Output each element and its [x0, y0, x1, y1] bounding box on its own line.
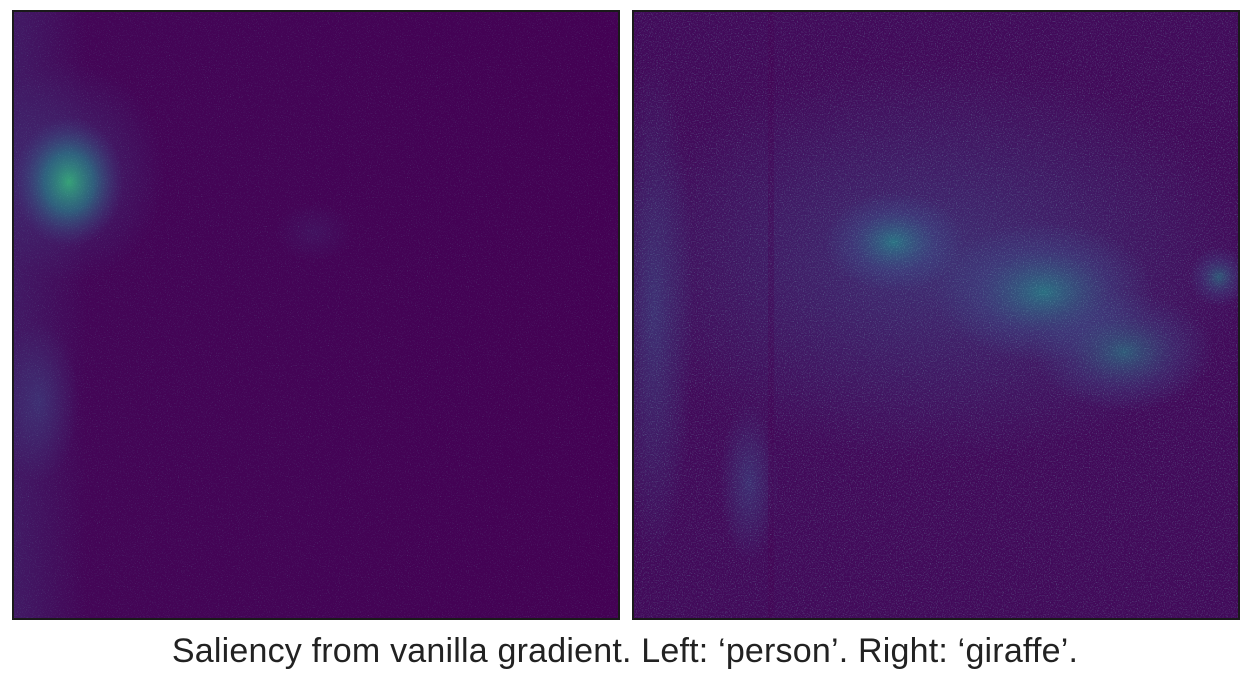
left-saliency-map — [12, 10, 620, 620]
right-saliency-map — [632, 10, 1240, 620]
right-saliency-image — [634, 12, 1238, 618]
left-saliency-image — [14, 12, 618, 618]
figure-caption: Saliency from vanilla gradient. Left: ‘p… — [171, 632, 1079, 670]
